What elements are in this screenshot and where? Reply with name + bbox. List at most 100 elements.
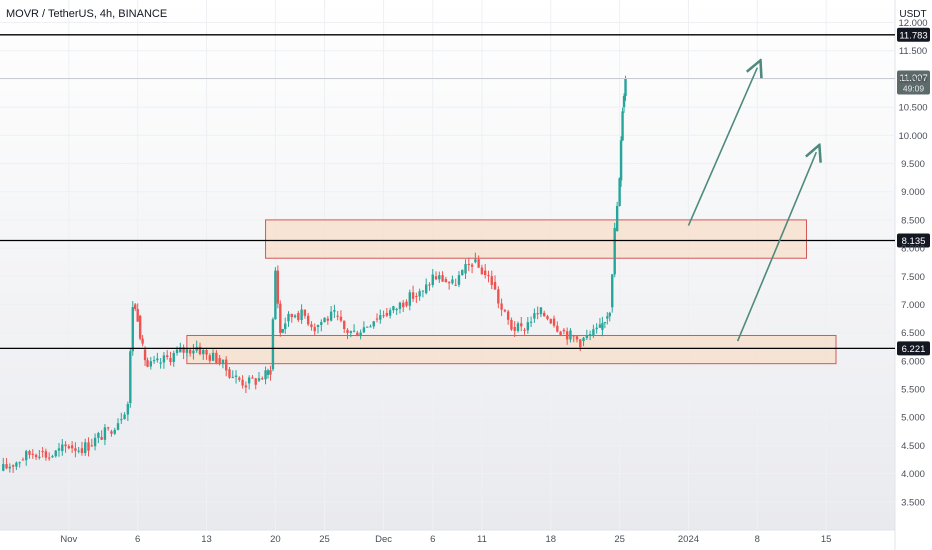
y-tick-label[interactable]: 9.500 [901, 159, 925, 170]
candle-body [484, 270, 487, 276]
x-tick-label[interactable]: 6 [135, 534, 140, 545]
candle-body [198, 346, 202, 355]
zone-rectangle[interactable] [186, 334, 837, 365]
candle-body [234, 375, 238, 377]
last-price-tag[interactable] [897, 70, 930, 95]
candle-body [247, 377, 251, 384]
y-tick-label[interactable]: 6.500 [901, 328, 925, 339]
candle-body [238, 377, 241, 380]
candle-body [152, 360, 156, 362]
candle-body [595, 327, 598, 330]
x-tick-label[interactable]: 8 [755, 534, 760, 545]
x-tick-label[interactable]: 6 [430, 534, 435, 545]
candle-body [424, 284, 428, 294]
candle-body [208, 355, 212, 361]
y-tick-label[interactable]: 6.000 [901, 356, 925, 367]
x-tick-label[interactable]: 13 [201, 534, 212, 545]
candle-body [601, 323, 604, 330]
candle-body [120, 419, 123, 421]
candle-body [225, 359, 228, 371]
candle-body [503, 310, 507, 312]
trend-arrow[interactable] [736, 152, 817, 342]
x-tick-label[interactable]: 2024 [678, 534, 699, 545]
y-tick-label[interactable]: 7.500 [901, 272, 925, 283]
candle-body [336, 315, 339, 317]
x-axis[interactable]: Nov 6 13 20 25 Dec 6 11 18 25 2024 8 15 [60, 534, 831, 545]
zone-rectangle[interactable] [265, 219, 807, 259]
y-tick-label[interactable]: 4.500 [901, 441, 925, 452]
y-tick-label[interactable]: 7.000 [901, 300, 925, 311]
candle-body [126, 404, 130, 415]
x-tick-label[interactable]: 18 [545, 534, 556, 545]
candle-body [138, 315, 142, 339]
y-tick-label[interactable]: 11.000 [899, 74, 927, 85]
arrows[interactable] [687, 68, 817, 342]
y-tick-label[interactable]: 9.000 [901, 187, 925, 198]
x-tick-label[interactable]: 25 [319, 534, 330, 545]
level-price-tag[interactable] [897, 27, 930, 42]
trend-arrow[interactable] [687, 68, 757, 226]
candle-body [474, 259, 477, 263]
candle-body [408, 292, 411, 306]
zones[interactable] [186, 219, 837, 365]
candle-body [418, 291, 421, 297]
candle-body [444, 279, 448, 283]
level-price-tag[interactable] [897, 233, 930, 248]
candle-body [80, 448, 84, 454]
candle-body [188, 349, 192, 354]
x-tick-label[interactable]: 15 [821, 534, 832, 545]
y-tick-label[interactable]: 10.500 [898, 103, 927, 114]
candle-body [211, 352, 215, 361]
candle-body [529, 321, 533, 323]
candle-body [192, 350, 195, 354]
candle-body [316, 324, 320, 328]
y-tick-label[interactable]: 8.000 [901, 244, 925, 255]
candle-body [93, 437, 97, 447]
x-tick-label[interactable]: 25 [614, 534, 625, 545]
x-tick-label[interactable]: Dec [375, 534, 392, 545]
candle-body [477, 259, 480, 268]
candle-body [438, 275, 441, 280]
y-axis[interactable]: 3.500 4.000 4.500 5.000 5.500 6.000 6.500 7.000… [898, 18, 927, 508]
y-tick-label[interactable]: 12.000 [898, 18, 927, 29]
candle-body [559, 331, 562, 336]
y-tick-label[interactable]: 8.500 [901, 215, 925, 226]
candle-body [129, 351, 132, 404]
candle-body [182, 347, 185, 353]
candle-body [162, 355, 166, 363]
candle-body [539, 307, 543, 315]
candle-body [21, 459, 25, 461]
candle-body [569, 330, 572, 340]
y-tick-label[interactable]: 5.000 [901, 413, 925, 424]
candle-body [287, 313, 290, 322]
candle-body [123, 414, 126, 420]
candle-body [326, 318, 330, 321]
candle-body [205, 350, 208, 355]
candle-body [516, 323, 520, 331]
x-tick-label[interactable]: 20 [270, 534, 281, 545]
x-tick-label[interactable]: 11 [477, 534, 487, 545]
candle-body [369, 326, 372, 328]
y-tick-label[interactable]: 11.500 [899, 46, 927, 57]
candle-body [582, 337, 585, 342]
candle-body [2, 464, 5, 471]
candle-body [467, 263, 471, 265]
candle-body [231, 376, 234, 378]
y-tick-label[interactable]: 10.000 [898, 131, 927, 142]
x-tick-label[interactable]: Nov [60, 534, 77, 545]
candle-body [300, 309, 303, 321]
candle-body [90, 445, 93, 447]
candle-body [179, 347, 182, 353]
candle-body [276, 270, 280, 304]
y-tick-label[interactable]: 4.000 [901, 469, 925, 480]
candle-body [67, 446, 71, 449]
candle-body [329, 311, 333, 321]
candle-body [303, 309, 307, 316]
level-price-tag[interactable] [897, 341, 930, 356]
y-tick-label[interactable]: 3.500 [901, 497, 925, 508]
y-tick-label[interactable]: 5.500 [901, 385, 925, 396]
candle-body [454, 284, 457, 286]
candle-body [97, 433, 100, 438]
